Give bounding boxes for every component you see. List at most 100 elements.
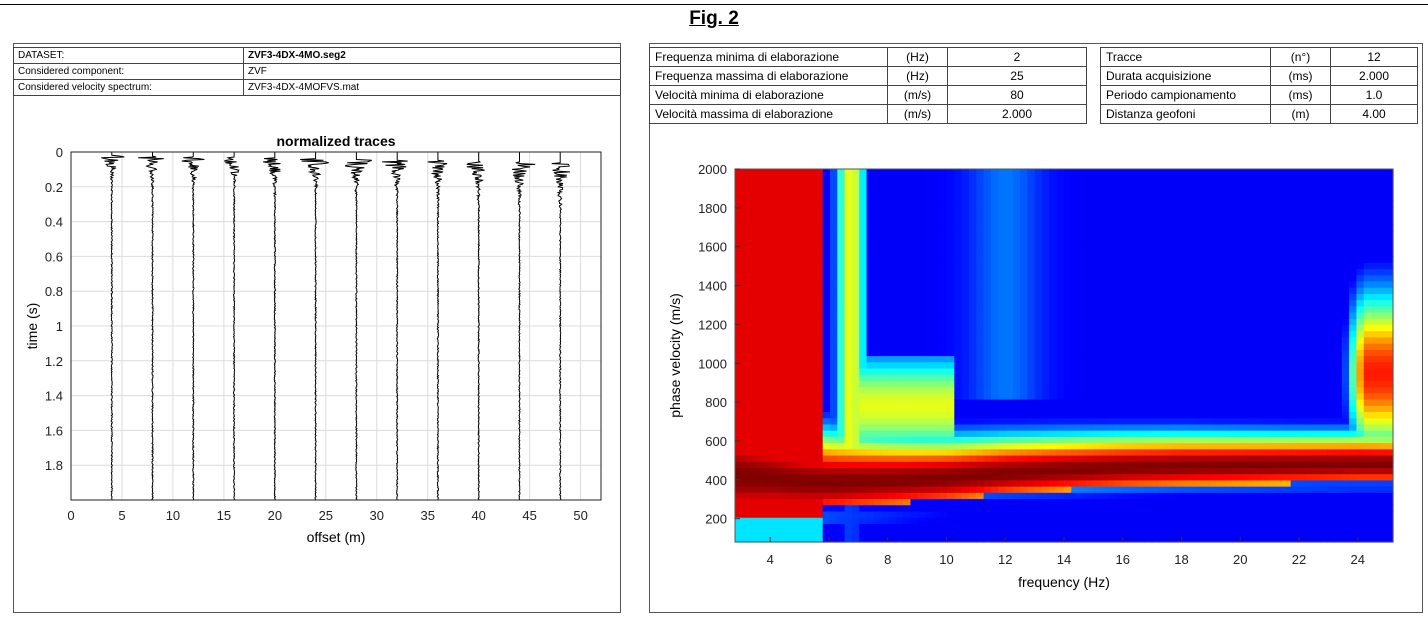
heatmap-cell — [851, 218, 860, 226]
heatmap-cell — [910, 392, 919, 400]
heatmap-cell — [1239, 181, 1248, 189]
heatmap-cell — [844, 175, 853, 183]
heatmap-cell — [844, 349, 853, 357]
heatmap-cell — [837, 430, 846, 437]
heatmap-cell — [808, 293, 817, 301]
heatmap-cell — [1107, 442, 1116, 450]
heatmap-cell — [1129, 411, 1138, 419]
heatmap-cell — [830, 280, 838, 288]
heatmap-cell — [1180, 349, 1189, 357]
heatmap-cell — [1173, 523, 1182, 531]
heatmap-cell — [764, 200, 773, 207]
heatmap-cell — [1276, 169, 1284, 176]
heatmap-cell — [947, 206, 955, 214]
heatmap-cell — [1297, 423, 1306, 431]
heatmap-cell — [947, 479, 955, 487]
heatmap-cell — [881, 492, 890, 500]
heatmap-cell — [939, 187, 948, 195]
heatmap-cell — [1173, 311, 1182, 319]
heatmap-cell — [1020, 330, 1029, 338]
heatmap-cell — [895, 200, 904, 207]
heatmap-cell — [786, 454, 795, 462]
heatmap-cell — [1246, 237, 1255, 245]
heatmap-cell — [1107, 243, 1116, 251]
heatmap-cell — [1042, 361, 1050, 369]
heatmap-cell — [1020, 181, 1029, 189]
heatmap-cell — [866, 479, 875, 487]
heatmap-cell — [1005, 349, 1014, 357]
heatmap-cell — [1056, 249, 1065, 257]
heatmap-cell — [1085, 442, 1094, 450]
heatmap-cell — [903, 479, 912, 487]
heatmap-cell — [1005, 324, 1014, 332]
heatmap-cell — [983, 249, 992, 257]
heatmap-cell — [1159, 492, 1167, 500]
heatmap-cell — [1137, 361, 1146, 369]
heatmap-cell — [815, 355, 824, 363]
heatmap-cell — [961, 212, 970, 220]
heatmap-cell — [1071, 430, 1080, 437]
heatmap-cell — [1312, 486, 1321, 493]
heatmap-cell — [881, 430, 890, 437]
heatmap-cell — [1268, 256, 1277, 263]
heatmap-cell — [1290, 181, 1299, 189]
heatmap-cell — [1064, 243, 1072, 251]
heatmap-cell — [1217, 249, 1226, 257]
heatmap-cell — [1202, 181, 1211, 189]
heatmap-cell — [1268, 274, 1277, 282]
heatmap-cell — [866, 287, 875, 294]
heatmap-cell — [1064, 231, 1072, 238]
heatmap-cell — [764, 311, 773, 319]
heatmap-cell — [1151, 218, 1160, 226]
heatmap-cell — [800, 386, 809, 394]
heatmap-cell — [895, 193, 904, 201]
heatmap-cell — [983, 318, 992, 326]
heatmap-cell — [939, 169, 948, 176]
heatmap-cell — [786, 504, 795, 512]
heatmap-cell — [1319, 423, 1328, 431]
heatmap-cell — [1276, 467, 1284, 475]
heatmap-cell — [1312, 349, 1321, 357]
heatmap-cell — [837, 454, 846, 462]
heatmap-cell — [735, 169, 743, 176]
heatmap-cell — [1005, 399, 1014, 406]
heatmap-cell — [1254, 305, 1262, 313]
heatmap-cell — [808, 193, 817, 201]
heatmap-cell — [1180, 492, 1189, 500]
heatmap-cell — [1297, 330, 1306, 338]
heatmap-cell — [1159, 187, 1167, 195]
heatmap-cell — [1078, 305, 1087, 313]
heatmap-cell — [800, 287, 809, 294]
heatmap-cell — [888, 231, 897, 238]
heatmap-cell — [1180, 218, 1189, 226]
heatmap-cell — [903, 305, 912, 313]
heatmap-cell — [1276, 386, 1284, 394]
heatmap-cell — [830, 299, 838, 307]
heatmap-cell — [866, 504, 875, 512]
heatmap-cell — [1027, 535, 1036, 543]
heatmap-cell — [771, 237, 780, 245]
heatmap-cell — [1173, 243, 1182, 251]
heatmap-cell — [976, 343, 985, 350]
heatmap-cell — [735, 237, 743, 245]
heatmap-cell — [1100, 486, 1109, 493]
heatmap-cell — [1027, 436, 1036, 444]
heatmap-cell — [1202, 355, 1211, 363]
heatmap-cell — [1173, 193, 1182, 201]
heatmap-cell — [961, 175, 970, 183]
heatmap-cell — [1224, 318, 1233, 326]
heatmap-cell — [1034, 504, 1043, 512]
heatmap-cell — [1122, 361, 1131, 369]
heatmap-cell — [990, 411, 999, 419]
heatmap-cell — [881, 535, 890, 543]
heatmap-cell — [735, 299, 743, 307]
heatmap-cell — [1078, 535, 1087, 543]
heatmap-cell — [1276, 324, 1284, 332]
heatmap-cell — [888, 417, 897, 425]
heatmap-cell — [830, 181, 838, 189]
heatmap-cell — [1012, 200, 1021, 207]
heatmap-cell — [1297, 374, 1306, 381]
heatmap-cell — [1078, 399, 1087, 406]
heatmap-cell — [1232, 374, 1241, 381]
heatmap-cell — [1107, 380, 1116, 388]
